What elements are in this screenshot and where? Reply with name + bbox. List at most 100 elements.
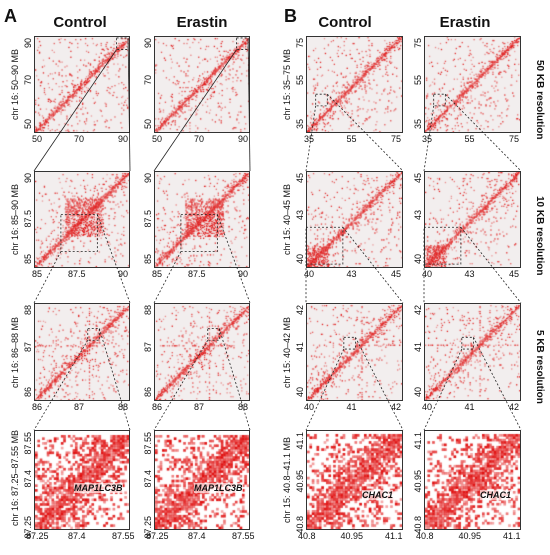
- heatmap-canvas: [307, 37, 402, 132]
- hic-heatmap-b-control-row2: [306, 171, 403, 268]
- y-tick-label: 40.95: [413, 470, 423, 493]
- y-tick-label: 41.1: [295, 432, 305, 450]
- x-tick-label: 70: [74, 134, 85, 144]
- y-tick-label: 86: [143, 387, 153, 398]
- x-tick-label: 41.1: [503, 531, 521, 541]
- hic-heatmap-b-control-row4: [306, 430, 403, 530]
- heatmap-canvas: [155, 431, 249, 529]
- x-tick-label: 87.55: [232, 531, 255, 541]
- y-tick-label: 87: [23, 342, 33, 353]
- y-tick-label: 90: [23, 38, 33, 49]
- x-tick-label: 90: [118, 134, 129, 144]
- hic-heatmap-a-control-row1: [34, 36, 130, 133]
- x-tick-label: 40.95: [458, 531, 482, 541]
- x-tick-label: 88: [118, 402, 129, 412]
- y-tick-label: 41.1: [413, 432, 423, 450]
- gene-label: MAP1LC3B: [74, 483, 123, 493]
- y-tick-label: 90: [23, 173, 33, 184]
- y-tick-label: 87.55: [143, 432, 153, 455]
- x-tick-label: 41.1: [385, 531, 403, 541]
- x-tick-label: 75: [391, 134, 402, 144]
- x-tick-label: 42: [509, 402, 520, 412]
- y-tick-label: 70: [23, 74, 33, 85]
- hic-heatmap-a-control-row2: [34, 171, 130, 268]
- gene-label: CHAC1: [362, 490, 394, 500]
- y-axis-label: chr 16: 86–88 MB: [10, 316, 20, 388]
- y-tick-label: 88: [23, 305, 33, 316]
- y-tick-label: 50: [23, 119, 33, 130]
- y-tick-label: 43: [295, 209, 305, 220]
- x-tick-label: 40: [422, 269, 433, 279]
- x-tick-label: 86: [152, 402, 163, 412]
- hic-heatmap-a-erastin-row3: [154, 303, 250, 401]
- hic-heatmap-a-erastin-row2: [154, 171, 250, 268]
- y-tick-label: 85: [143, 254, 153, 265]
- y-tick-label: 35: [413, 119, 423, 130]
- x-tick-label: 35: [304, 134, 315, 144]
- y-tick-label: 70: [143, 74, 153, 85]
- x-tick-label: 87.4: [188, 531, 206, 541]
- y-tick-label: 40.95: [295, 470, 305, 493]
- x-tick-label: 88: [238, 402, 249, 412]
- y-axis-label: chr 16: 87.25–87.55 MB: [10, 429, 20, 526]
- hic-heatmap-b-erastin-row4: [424, 430, 521, 530]
- y-tick-label: 87.5: [143, 209, 153, 228]
- heatmap-canvas: [35, 37, 129, 132]
- x-tick-label: 87.25: [146, 531, 169, 541]
- y-tick-label: 85: [23, 254, 33, 265]
- x-tick-label: 86: [32, 402, 43, 412]
- y-axis-label: chr 16: 85–90 MB: [10, 183, 20, 256]
- heatmap-canvas: [155, 172, 249, 267]
- resolution-label-5kb: 5 KB resolution: [534, 330, 545, 404]
- y-axis-label: chr 15: 40–42 MB: [282, 316, 292, 388]
- y-tick-label: 40: [295, 387, 305, 398]
- y-tick-label: 87.55: [23, 432, 33, 455]
- y-tick-label: 35: [295, 119, 305, 130]
- y-tick-label: 45: [295, 173, 305, 184]
- hic-heatmap-a-erastin-row4: [154, 430, 250, 530]
- x-tick-label: 85: [32, 269, 43, 279]
- heatmap-canvas: [307, 304, 402, 400]
- resolution-label-50kb: 50 KB resolution: [534, 60, 545, 140]
- heatmap-canvas: [35, 304, 129, 400]
- y-tick-label: 87: [143, 342, 153, 353]
- x-tick-label: 87.55: [112, 531, 135, 541]
- x-tick-label: 40: [304, 402, 315, 412]
- x-tick-label: 43: [464, 269, 475, 279]
- heatmap-canvas: [307, 172, 402, 267]
- x-tick-label: 75: [509, 134, 520, 144]
- x-tick-label: 40: [422, 402, 433, 412]
- y-axis-label: chr 15: 40–45 MB: [282, 183, 292, 256]
- y-tick-label: 41: [413, 342, 423, 353]
- gene-label: CHAC1: [480, 490, 512, 500]
- y-tick-label: 43: [413, 209, 423, 220]
- panel-letter-b: B: [284, 6, 297, 26]
- x-tick-label: 40: [304, 269, 315, 279]
- y-tick-label: 40: [413, 387, 423, 398]
- col-title-b-erastin: Erastin: [439, 14, 491, 31]
- x-tick-label: 90: [238, 269, 249, 279]
- heatmap-canvas: [425, 431, 520, 529]
- x-tick-label: 87: [74, 402, 85, 412]
- y-tick-label: 75: [295, 38, 305, 49]
- y-tick-label: 42: [413, 305, 423, 316]
- hic-heatmap-b-control-row3: [306, 303, 403, 401]
- hic-heatmap-a-erastin-row1: [154, 36, 250, 133]
- y-tick-label: 40: [413, 254, 423, 265]
- y-tick-label: 90: [143, 38, 153, 49]
- col-title-b-control: Control: [318, 14, 372, 31]
- heatmap-canvas: [425, 304, 520, 400]
- heatmap-canvas: [155, 37, 249, 132]
- hic-heatmap-b-erastin-row1: [424, 36, 521, 133]
- x-tick-label: 55: [346, 134, 357, 144]
- x-tick-label: 90: [238, 134, 249, 144]
- heatmap-canvas: [425, 172, 520, 267]
- x-tick-label: 50: [152, 134, 163, 144]
- x-tick-label: 40.8: [298, 531, 316, 541]
- x-tick-label: 42: [391, 402, 402, 412]
- heatmap-canvas: [155, 304, 249, 400]
- x-tick-label: 85: [152, 269, 163, 279]
- y-tick-label: 42: [295, 305, 305, 316]
- x-tick-label: 70: [194, 134, 205, 144]
- x-tick-label: 90: [118, 269, 129, 279]
